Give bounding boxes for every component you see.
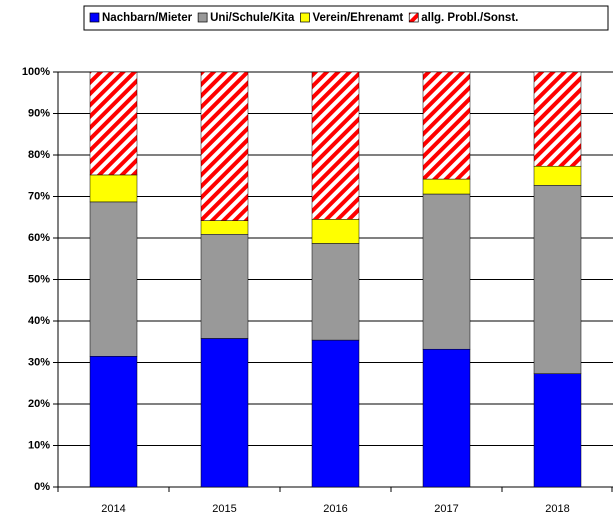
legend-label: allg. Probl./Sonst.: [421, 12, 518, 24]
bar-segment: [200, 71, 249, 221]
bar-segment: [533, 373, 582, 488]
bar-segment: [311, 219, 360, 244]
bar-segment: [89, 174, 138, 203]
bar-segment: [422, 193, 471, 350]
x-tick-label: 2017: [434, 503, 458, 515]
legend-label: Nachbarn/Mieter: [102, 12, 193, 24]
y-tick-label: 70%: [28, 190, 50, 202]
legend-swatch: [300, 12, 310, 23]
bar-segment: [200, 338, 249, 488]
bar-segment: [533, 71, 582, 167]
y-tick-label: 60%: [28, 232, 50, 244]
legend-swatch: [197, 12, 208, 23]
y-tick-label: 20%: [28, 398, 50, 410]
bar-segment: [422, 71, 471, 180]
y-tick-label: 30%: [28, 356, 50, 368]
x-tick-label: 2015: [212, 503, 236, 515]
y-tick-label: 0%: [34, 481, 50, 493]
bar-segment: [200, 234, 249, 339]
bar-segment: [311, 71, 360, 220]
y-tick-label: 10%: [28, 439, 50, 451]
legend-item: Uni/Schule/Kita: [197, 12, 295, 24]
bar-segment: [89, 71, 138, 176]
x-tick-label: 2018: [545, 503, 569, 515]
bar-segment: [89, 356, 138, 488]
x-tick-label: 2016: [323, 503, 347, 515]
y-tick-label: 80%: [28, 149, 50, 161]
legend-item: Nachbarn/Mieter: [89, 12, 193, 24]
bar-segment: [89, 201, 138, 357]
bar-segment: [311, 243, 360, 341]
y-tick-label: 90%: [28, 107, 50, 119]
legend-item: allg. Probl./Sonst.: [408, 12, 518, 24]
bar-segment: [533, 165, 582, 186]
y-tick-label: 40%: [28, 315, 50, 327]
legend-swatch: [89, 12, 100, 23]
bar-segment: [200, 220, 249, 235]
legend-swatch: [408, 12, 419, 23]
bar-segment: [533, 185, 582, 374]
x-tick-label: 2014: [101, 503, 125, 515]
legend-label: Uni/Schule/Kita: [210, 12, 295, 24]
legend-label: Verein/Ehrenamt: [312, 12, 403, 24]
legend-item: Verein/Ehrenamt: [300, 12, 403, 24]
bar-segment: [311, 339, 360, 488]
y-tick-label: 100%: [22, 66, 50, 78]
bar-segment: [422, 348, 471, 488]
legend-box: [83, 5, 609, 31]
y-tick-label: 50%: [28, 273, 50, 285]
bar-segment: [422, 178, 471, 195]
